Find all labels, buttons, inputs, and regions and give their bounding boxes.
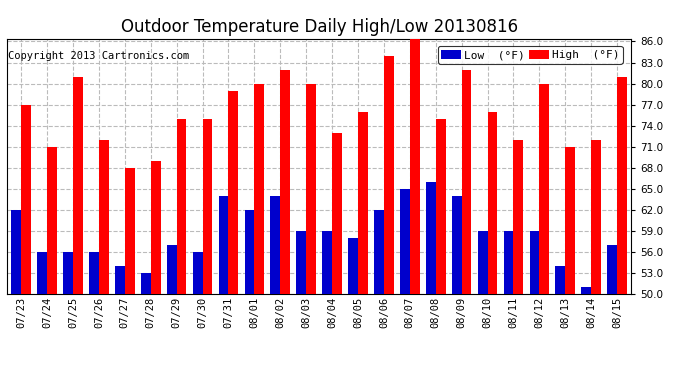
- Bar: [99, 140, 109, 294]
- Bar: [177, 119, 186, 294]
- Bar: [37, 252, 47, 294]
- Bar: [358, 112, 368, 294]
- Bar: [141, 273, 150, 294]
- Bar: [477, 231, 488, 294]
- Bar: [280, 70, 290, 294]
- Bar: [322, 231, 332, 294]
- Bar: [150, 161, 161, 294]
- Bar: [462, 70, 471, 294]
- Bar: [203, 119, 213, 294]
- Bar: [374, 210, 384, 294]
- Bar: [244, 210, 255, 294]
- Bar: [115, 266, 125, 294]
- Bar: [452, 196, 462, 294]
- Legend: Low  (°F), High  (°F): Low (°F), High (°F): [437, 46, 622, 64]
- Bar: [73, 76, 83, 294]
- Bar: [255, 84, 264, 294]
- Bar: [332, 133, 342, 294]
- Bar: [488, 112, 497, 294]
- Text: Copyright 2013 Cartronics.com: Copyright 2013 Cartronics.com: [8, 51, 190, 61]
- Bar: [426, 182, 435, 294]
- Title: Outdoor Temperature Daily High/Low 20130816: Outdoor Temperature Daily High/Low 20130…: [121, 18, 517, 36]
- Bar: [617, 76, 627, 294]
- Bar: [11, 210, 21, 294]
- Bar: [193, 252, 203, 294]
- Bar: [63, 252, 73, 294]
- Bar: [555, 266, 565, 294]
- Bar: [565, 147, 575, 294]
- Bar: [125, 168, 135, 294]
- Bar: [513, 140, 523, 294]
- Bar: [296, 231, 306, 294]
- Bar: [348, 238, 358, 294]
- Bar: [306, 84, 316, 294]
- Bar: [384, 56, 394, 294]
- Bar: [435, 119, 446, 294]
- Bar: [270, 196, 280, 294]
- Bar: [228, 91, 238, 294]
- Bar: [607, 245, 617, 294]
- Bar: [540, 84, 549, 294]
- Bar: [219, 196, 228, 294]
- Bar: [410, 34, 420, 294]
- Bar: [21, 105, 31, 294]
- Bar: [167, 245, 177, 294]
- Bar: [504, 231, 513, 294]
- Bar: [47, 147, 57, 294]
- Bar: [582, 287, 591, 294]
- Bar: [591, 140, 601, 294]
- Bar: [89, 252, 99, 294]
- Bar: [400, 189, 410, 294]
- Bar: [529, 231, 540, 294]
